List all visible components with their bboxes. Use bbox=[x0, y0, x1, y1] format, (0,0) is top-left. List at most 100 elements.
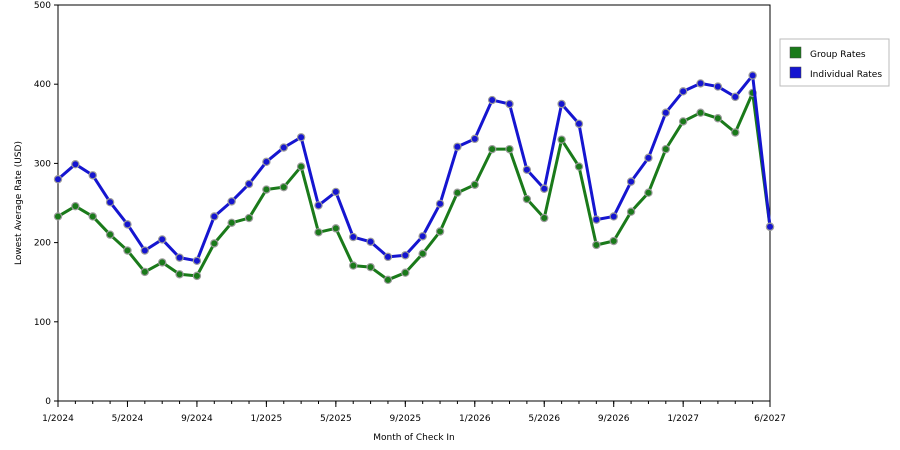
x-tick-label: 5/2025 bbox=[320, 414, 352, 424]
data-point-group-rates bbox=[192, 271, 202, 281]
y-tick-label: 0 bbox=[45, 397, 51, 407]
x-tick-label: 1/2026 bbox=[459, 414, 491, 424]
data-point-group-rates bbox=[609, 236, 618, 246]
axes: 0 100 200 300 400 500 1/2024 5/2024 9/2024 1/2025… bbox=[34, 1, 786, 424]
data-point-individual-rates bbox=[192, 256, 202, 266]
data-point-group-rates bbox=[522, 194, 532, 204]
legend: Group Rates Individual Rates bbox=[779, 38, 890, 87]
data-point-group-rates bbox=[349, 261, 358, 270]
y-tick-label: 500 bbox=[34, 1, 51, 11]
data-point-group-rates bbox=[540, 213, 549, 223]
data-point-individual-rates bbox=[157, 235, 167, 244]
data-point-individual-rates bbox=[505, 99, 514, 109]
data-point-individual-rates bbox=[123, 220, 132, 229]
data-point-group-rates bbox=[210, 239, 219, 248]
data-point-individual-rates bbox=[592, 215, 601, 224]
data-point-group-rates bbox=[227, 218, 236, 227]
data-point-group-rates bbox=[557, 135, 566, 144]
legend-label-group-rates: Group Rates bbox=[810, 50, 866, 60]
legend-label-individual-rates: Individual Rates bbox=[810, 70, 882, 80]
data-point-individual-rates bbox=[418, 232, 427, 241]
x-axis-title: Month of Check In bbox=[373, 433, 455, 443]
data-point-group-rates bbox=[418, 249, 427, 258]
x-tick-label: 1/2024 bbox=[42, 414, 74, 424]
y-axis-title: Lowest Average Rate (USD) bbox=[14, 141, 24, 265]
data-point-individual-rates bbox=[453, 142, 462, 151]
data-point-individual-rates bbox=[435, 199, 445, 208]
y-tick-label: 200 bbox=[34, 239, 51, 249]
data-point-individual-rates bbox=[331, 187, 341, 197]
data-point-individual-rates bbox=[540, 184, 549, 193]
data-point-individual-rates bbox=[574, 119, 584, 129]
data-point-individual-rates bbox=[105, 198, 115, 207]
data-point-group-rates bbox=[435, 227, 445, 236]
y-tick-label: 300 bbox=[34, 159, 51, 169]
data-point-individual-rates bbox=[609, 212, 618, 221]
data-point-group-rates bbox=[105, 230, 115, 239]
x-tick-label: 1/2027 bbox=[667, 414, 699, 424]
data-point-individual-rates bbox=[678, 87, 688, 96]
data-point-group-rates bbox=[175, 270, 184, 279]
data-point-individual-rates bbox=[262, 157, 271, 167]
data-point-group-rates bbox=[731, 128, 740, 137]
data-point-group-rates bbox=[314, 228, 323, 237]
legend-swatch-individual-rates bbox=[789, 66, 802, 79]
data-point-group-rates bbox=[123, 246, 132, 255]
data-point-individual-rates bbox=[366, 237, 375, 247]
data-point-individual-rates bbox=[487, 95, 497, 105]
data-point-individual-rates bbox=[53, 175, 63, 184]
data-point-individual-rates bbox=[210, 212, 219, 221]
data-point-individual-rates bbox=[731, 92, 740, 102]
data-point-group-rates bbox=[696, 108, 705, 117]
x-tick-label: 5/2024 bbox=[112, 414, 144, 424]
data-point-group-rates bbox=[279, 182, 288, 192]
y-tick-label: 100 bbox=[34, 318, 51, 328]
data-point-individual-rates bbox=[140, 246, 150, 255]
plot-area bbox=[57, 4, 771, 402]
data-point-individual-rates bbox=[713, 82, 723, 91]
data-point-group-rates bbox=[574, 162, 584, 171]
data-point-individual-rates bbox=[227, 197, 236, 206]
data-point-group-rates bbox=[53, 212, 63, 221]
data-point-group-rates bbox=[296, 162, 306, 171]
data-point-individual-rates bbox=[175, 253, 184, 262]
data-point-group-rates bbox=[331, 224, 341, 233]
data-point-individual-rates bbox=[557, 99, 566, 109]
x-tick-label: 9/2025 bbox=[389, 414, 421, 424]
data-point-individual-rates bbox=[470, 134, 479, 144]
data-point-individual-rates bbox=[279, 143, 288, 152]
data-point-individual-rates bbox=[349, 232, 358, 242]
data-point-individual-rates bbox=[71, 159, 80, 169]
data-point-individual-rates bbox=[644, 153, 653, 163]
data-point-individual-rates bbox=[314, 201, 323, 210]
legend-swatch-group-rates bbox=[789, 46, 802, 59]
data-point-group-rates bbox=[140, 267, 150, 277]
data-point-group-rates bbox=[678, 117, 688, 126]
x-tick-label: 9/2024 bbox=[181, 414, 213, 424]
data-point-individual-rates bbox=[661, 108, 671, 117]
data-point-individual-rates bbox=[522, 165, 532, 174]
data-point-group-rates bbox=[505, 144, 514, 154]
data-point-individual-rates bbox=[244, 179, 254, 189]
data-point-individual-rates bbox=[626, 177, 636, 186]
data-point-individual-rates bbox=[696, 79, 705, 88]
data-point-group-rates bbox=[366, 262, 375, 272]
data-point-individual-rates bbox=[401, 251, 410, 260]
data-point-individual-rates bbox=[383, 252, 393, 262]
data-point-individual-rates bbox=[88, 171, 97, 180]
x-tick-label: 6/2027 bbox=[754, 414, 786, 424]
x-tick-label: 5/2026 bbox=[528, 414, 560, 424]
data-point-group-rates bbox=[470, 180, 479, 189]
data-point-group-rates bbox=[713, 114, 723, 123]
data-point-group-rates bbox=[71, 201, 80, 211]
data-point-individual-rates bbox=[765, 222, 775, 231]
data-point-group-rates bbox=[592, 240, 601, 250]
series-layer bbox=[53, 71, 775, 285]
data-point-group-rates bbox=[88, 212, 97, 221]
data-point-group-rates bbox=[244, 213, 254, 223]
data-point-individual-rates bbox=[748, 71, 757, 80]
data-point-group-rates bbox=[661, 144, 671, 154]
data-point-group-rates bbox=[487, 144, 497, 154]
data-point-group-rates bbox=[626, 207, 636, 216]
